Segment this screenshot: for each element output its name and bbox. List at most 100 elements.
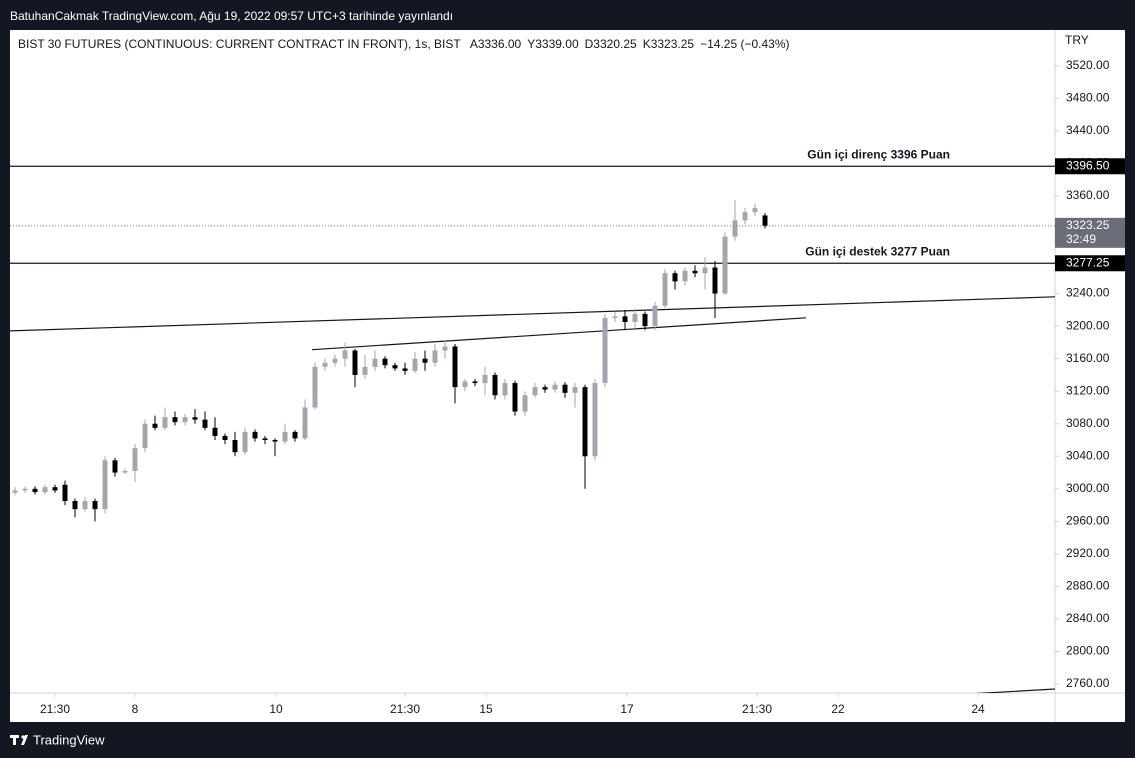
ohlc-key: K	[643, 37, 651, 51]
candle-body	[322, 362, 328, 367]
candle-body	[192, 417, 198, 420]
plot-area	[10, 165, 1055, 693]
ohlc-key: A	[470, 37, 478, 51]
candle-body	[412, 358, 418, 371]
candle-body	[722, 236, 728, 294]
candle-body	[622, 316, 628, 323]
candle-body	[492, 374, 498, 396]
candle-body	[132, 448, 138, 471]
candle-body	[72, 501, 78, 510]
candle-body	[672, 273, 678, 282]
candle-body	[202, 419, 208, 428]
candle-body	[162, 417, 168, 428]
candle-body	[732, 220, 738, 237]
brand-name: TradingView	[33, 732, 105, 747]
y-tick-label: 3440.00	[1066, 123, 1110, 137]
price-change: −14.25 (−0.43%)	[700, 37, 789, 51]
candle-body	[642, 313, 648, 327]
candle-body	[482, 374, 488, 384]
candle-body	[252, 431, 258, 439]
trend-line	[10, 296, 1055, 332]
candle-body	[602, 317, 608, 384]
candle-body	[362, 366, 368, 375]
level-price-label: 3277.25	[1066, 255, 1110, 269]
candle-body	[242, 431, 248, 453]
ohlc-value: 3336.00	[478, 37, 522, 51]
x-tick-label: 15	[479, 702, 493, 716]
y-tick-label: 3000.00	[1066, 481, 1110, 495]
candle-body	[542, 387, 548, 390]
candle-body	[332, 358, 338, 363]
candle-body	[552, 384, 558, 390]
candle-body	[702, 267, 708, 274]
candle-body	[42, 487, 48, 493]
candle-body	[142, 423, 148, 449]
candle-body	[502, 383, 508, 396]
candle-body	[382, 358, 388, 366]
candle-body	[532, 387, 538, 396]
ohlc-value: 3339.00	[535, 37, 579, 51]
level-note: Gün içi direnç 3396 Puan	[807, 147, 950, 161]
y-tick-label: 3200.00	[1066, 318, 1110, 332]
candle-body	[92, 501, 98, 510]
candle-body	[22, 488, 28, 491]
bar-countdown: 32:49	[1066, 232, 1096, 246]
candle-body	[352, 350, 358, 375]
y-tick-label: 2960.00	[1066, 514, 1110, 528]
candle-body	[752, 208, 758, 213]
last-price-box	[1055, 217, 1125, 248]
candle-body	[652, 305, 658, 327]
candle-body	[512, 383, 518, 412]
level-price-box	[1055, 255, 1125, 272]
y-tick-label: 2920.00	[1066, 546, 1110, 560]
x-tick-label: 22	[831, 702, 845, 716]
candle-body	[32, 488, 38, 493]
candle-body	[682, 270, 688, 282]
brand-logo	[10, 735, 28, 745]
candle-body	[282, 431, 288, 442]
candle-body	[212, 427, 218, 436]
y-tick-label: 2760.00	[1066, 676, 1110, 690]
candle-body	[302, 407, 308, 439]
candle-body	[392, 365, 398, 369]
y-tick-label: 3160.00	[1066, 351, 1110, 365]
candle-body	[222, 435, 228, 441]
y-tick-label: 3240.00	[1066, 286, 1110, 300]
level-price-label: 3396.50	[1066, 158, 1110, 172]
candle-body	[442, 346, 448, 351]
candle-body	[312, 366, 318, 408]
x-tick-label: 8	[132, 702, 139, 716]
candle-body	[472, 381, 478, 384]
publisher-note: BatuhanCakmak TradingView.com, Ağu 19, 2…	[10, 9, 453, 23]
candle-body	[12, 490, 18, 493]
candle-body	[52, 487, 58, 491]
candle-body	[232, 440, 238, 453]
candle-body	[292, 431, 298, 439]
y-tick-label: 3080.00	[1066, 416, 1110, 430]
logo-dot	[21, 735, 25, 739]
candle-body	[272, 440, 278, 442]
x-tick-label: 17	[620, 702, 634, 716]
chart-title: BIST 30 FUTURES (CONTINUOUS: CURRENT CON…	[18, 37, 461, 51]
candle-body	[102, 460, 108, 510]
candle-body	[762, 215, 768, 226]
candle-body	[372, 358, 378, 367]
x-tick-label: 21:30	[40, 702, 70, 716]
candle-body	[402, 368, 408, 371]
candle-body	[612, 316, 618, 318]
candle-body	[182, 417, 188, 423]
candle-body	[572, 387, 578, 393]
candle-body	[632, 313, 638, 323]
candle-body	[712, 267, 718, 294]
x-tick-label: 10	[269, 702, 283, 716]
x-tick-label: 21:30	[390, 702, 420, 716]
ohlc-value: 3323.25	[651, 37, 695, 51]
x-tick-label: 21:30	[742, 702, 772, 716]
candle-body	[692, 270, 698, 274]
chart-canvas	[10, 30, 1125, 722]
ohlc-key: D	[585, 37, 594, 51]
y-tick-label: 3360.00	[1066, 188, 1110, 202]
candle-body	[62, 484, 68, 502]
